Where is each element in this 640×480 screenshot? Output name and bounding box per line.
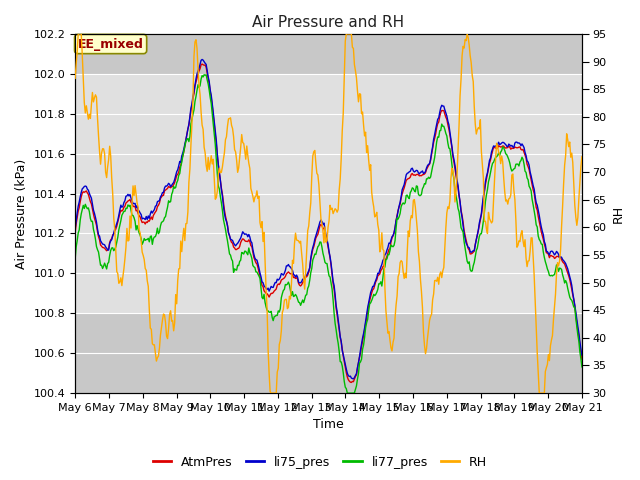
Y-axis label: Air Pressure (kPa): Air Pressure (kPa) — [15, 158, 28, 269]
X-axis label: Time: Time — [313, 419, 344, 432]
Text: EE_mixed: EE_mixed — [77, 37, 143, 50]
Y-axis label: RH: RH — [612, 204, 625, 223]
Title: Air Pressure and RH: Air Pressure and RH — [252, 15, 404, 30]
Bar — [75, 74, 582, 313]
Legend: AtmPres, li75_pres, li77_pres, RH: AtmPres, li75_pres, li77_pres, RH — [148, 451, 492, 474]
